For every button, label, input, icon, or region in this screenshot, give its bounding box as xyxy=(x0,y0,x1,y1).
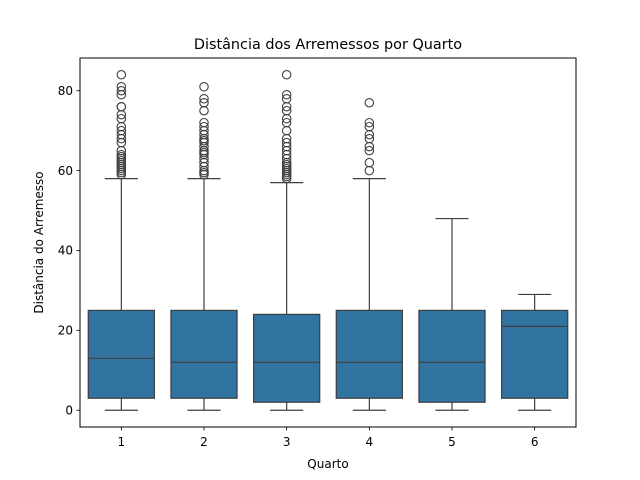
x-axis: 1 2 3 4 5 6 xyxy=(118,427,539,449)
x-tick-label: 1 xyxy=(118,435,126,449)
outlier-point xyxy=(199,82,209,92)
outlier-point xyxy=(281,117,292,128)
outlier-point xyxy=(199,97,209,108)
outlier-point xyxy=(116,101,127,112)
outlier-point xyxy=(364,121,375,132)
outlier-point xyxy=(116,149,127,160)
iqr-box xyxy=(335,309,403,399)
box-group-quarter-1 xyxy=(87,70,156,411)
outlier-point xyxy=(116,82,127,92)
box-group-quarter-2 xyxy=(170,82,238,411)
x-tick-label: 5 xyxy=(448,435,456,449)
x-tick-label: 4 xyxy=(366,435,374,449)
outlier-point xyxy=(364,157,375,168)
y-axis: 0 20 40 60 80 xyxy=(58,84,80,417)
iqr-box xyxy=(170,309,238,399)
chart-title: Distância dos Arremessos por Quarto xyxy=(194,37,462,53)
outlier-point xyxy=(364,117,375,128)
y-tick-label: 80 xyxy=(58,84,73,98)
box-group-quarter-5 xyxy=(418,217,486,411)
outlier-point xyxy=(199,121,209,132)
outlier-point xyxy=(281,105,292,116)
x-tick-label: 2 xyxy=(200,435,208,449)
x-tick-label: 6 xyxy=(531,435,539,449)
iqr-box xyxy=(501,309,569,399)
box-group-quarter-6 xyxy=(501,293,569,411)
outlier-point xyxy=(116,125,127,136)
iqr-box xyxy=(253,313,321,403)
outlier-point xyxy=(281,70,292,80)
plot-area xyxy=(87,70,569,411)
box-group-quarter-3 xyxy=(253,70,321,411)
y-axis-title: Distância do Arremesso xyxy=(32,171,46,313)
outlier-point xyxy=(116,85,127,96)
outlier-point xyxy=(199,93,209,104)
outlier-point xyxy=(116,113,127,124)
outlier-point xyxy=(281,137,292,148)
plot-frame xyxy=(79,57,577,428)
y-tick-label: 40 xyxy=(58,244,73,258)
iqr-box xyxy=(87,309,156,399)
iqr-box xyxy=(418,309,486,403)
outlier-point xyxy=(116,70,127,80)
y-tick-label: 60 xyxy=(58,164,73,178)
outlier-point xyxy=(364,145,375,156)
outlier-point xyxy=(281,89,292,100)
x-axis-title: Quarto xyxy=(307,457,348,471)
box-group-quarter-4 xyxy=(335,97,403,411)
outlier-point xyxy=(364,97,375,108)
y-tick-label: 0 xyxy=(65,403,73,417)
outlier-point xyxy=(199,117,209,128)
y-tick-label: 20 xyxy=(58,324,73,338)
outlier-point xyxy=(364,133,375,144)
outlier-point xyxy=(281,93,292,104)
x-tick-label: 3 xyxy=(283,435,291,449)
